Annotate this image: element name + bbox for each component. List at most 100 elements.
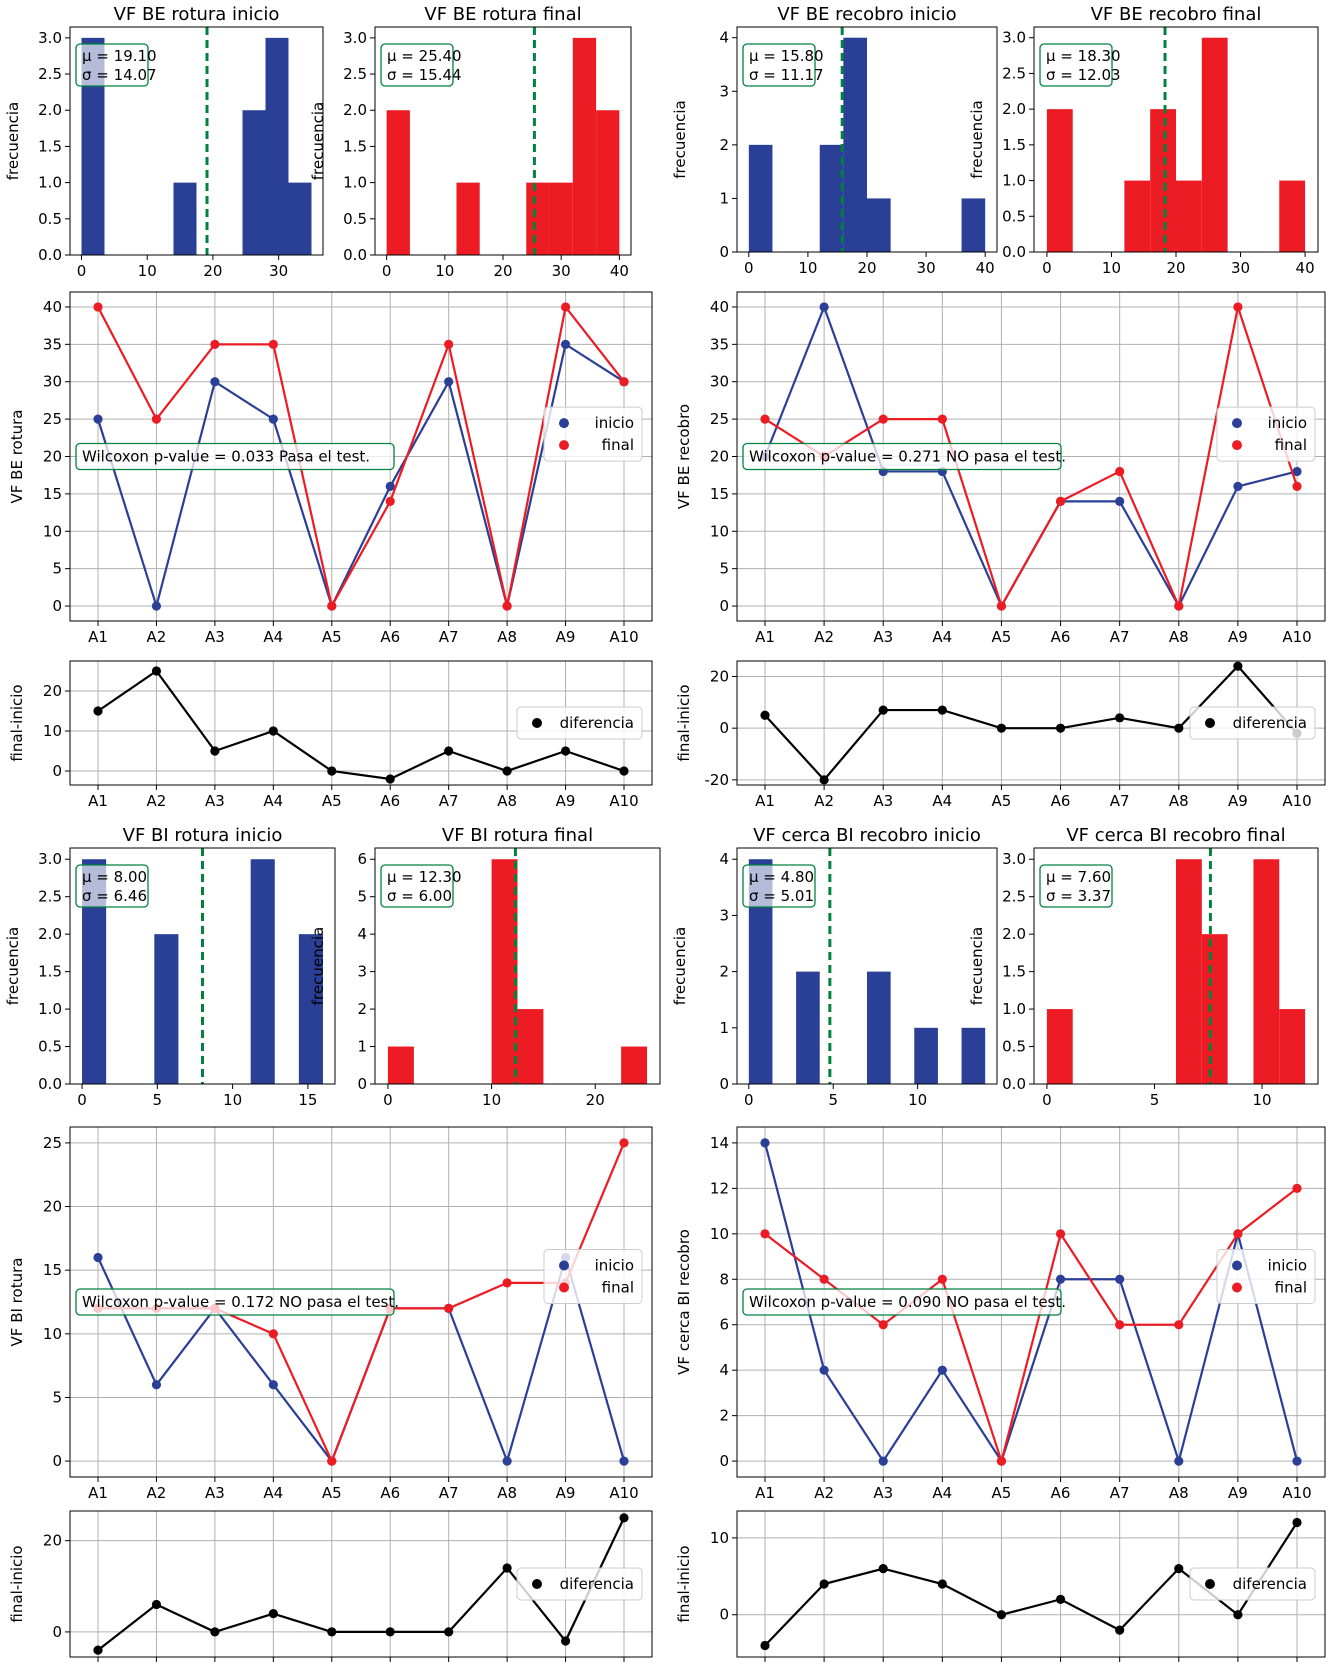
data-point-inicio [760,1138,770,1148]
legend-frame [516,706,643,740]
y-tick-label: 1 [719,189,729,207]
histogram-bar [250,859,275,1084]
stats-mu: μ = 15.80 [749,47,824,65]
x-tick-label: A4 [932,792,952,810]
data-point-diferencia [151,666,162,676]
x-tick-label: A6 [1051,1664,1071,1667]
x-tick-label: 20 [203,262,222,280]
x-tick-label: A3 [205,628,225,646]
y-tick-label: 35 [710,335,729,353]
y-tick-label: 15 [43,485,62,503]
plot-frame [736,1510,1326,1658]
y-tick-label: 0 [719,719,729,737]
stats-sigma: σ = 6.00 [387,887,452,905]
stats-sigma: σ = 12.03 [1046,66,1121,84]
wilcoxon-annotation: Wilcoxon p-value = 0.090 NO pasa el test… [742,1288,1066,1316]
y-tick-label: 20 [710,668,729,686]
x-tick-label: A2 [147,1664,167,1667]
data-point-final [1174,601,1184,611]
legend-frame [1216,1249,1316,1304]
data-point-inicio [268,414,278,424]
y-tick-label: 5 [52,560,62,578]
y-tick-label: 3.0 [1002,850,1026,868]
stats-box-frame [75,43,149,87]
y-tick-label: 3.0 [38,850,62,868]
y-tick-label: 1.0 [1002,172,1026,190]
stats-mu: μ = 19.10 [82,47,157,65]
data-point-final [1292,481,1302,492]
annotation-text: Wilcoxon p-value = 0.033 Pasa el test. [82,448,370,466]
stats-box-frame [380,43,454,87]
annotation-text: Wilcoxon p-value = 0.271 NO pasa el test… [749,448,1066,466]
histogram-bar [961,198,986,252]
x-tick-label: A1 [88,628,108,646]
stats-mu: μ = 4.80 [749,868,814,886]
x-tick-label: A10 [1282,628,1311,646]
stats-box: μ = 12.30σ = 6.00 [380,864,462,908]
x-tick-label: A3 [205,1664,225,1667]
x-tick-label: 10 [798,259,817,277]
y-tick-label: 3 [357,963,367,981]
histogram-bar [81,37,105,255]
y-axis-label: VF BI rotura [8,1258,26,1347]
y-tick-label: 0 [719,1452,729,1470]
y-tick-label: 10 [43,1325,62,1343]
x-tick-label: A10 [1282,1664,1311,1667]
data-point-inicio [1174,1456,1184,1466]
data-point-diferencia [996,1610,1007,1620]
data-point-diferencia [619,766,629,776]
data-point-inicio [619,1456,629,1466]
legend-marker-inicio [1232,1260,1242,1271]
legend-marker-inicio [559,418,569,429]
x-tick-label: A6 [1051,628,1071,646]
data-point-final [444,1303,454,1313]
data-point-inicio [819,302,829,312]
histogram-bar [1176,180,1202,252]
x-tick-label: A4 [263,1484,283,1502]
x-tick-label: A1 [755,792,775,810]
y-tick-label: 0.5 [1002,207,1026,225]
data-point-inicio [151,1380,162,1390]
data-point-final [996,601,1007,611]
legend-frame [1189,706,1316,740]
stats-box: μ = 15.80σ = 11.17 [742,43,824,87]
data-point-diferencia [1292,1517,1302,1528]
stats-box: μ = 25.40σ = 15.44 [380,43,462,87]
y-tick-label: 10 [43,722,62,740]
y-tick-label: -20 [705,771,730,789]
data-point-diferencia [1174,723,1184,733]
x-tick-label: A9 [1228,628,1248,646]
chart-title: VF cerca BI recobro inicio [753,825,981,846]
data-point-inicio [819,1365,829,1375]
legend: inicio final [1216,406,1316,462]
x-tick-label: 10 [435,262,454,280]
data-point-diferencia [444,1627,454,1637]
y-tick-label: 0.0 [38,1075,62,1093]
chart-title: VF BI rotura inicio [123,825,283,846]
x-tick-label: 0 [77,1091,87,1109]
histogram-bar [1253,859,1280,1084]
plot-frame [69,26,324,256]
y-tick-label: 5 [52,1388,62,1406]
histogram-bar [387,1046,414,1084]
y-axis-label: frecuencia [968,100,986,178]
histogram-bar [843,37,867,252]
histogram-bar [961,1027,986,1084]
x-tick-label: A10 [609,628,638,646]
series-line-inicio [96,342,625,611]
histogram-bar [596,110,620,255]
y-tick-label: 2.0 [38,925,62,943]
data-point-diferencia [760,1640,770,1651]
x-tick-label: A2 [814,1484,834,1502]
y-tick-label: 0 [52,1452,62,1470]
histogram-bar [1279,180,1306,252]
stats-box-frame [742,43,816,87]
y-tick-label: 20 [43,1532,62,1550]
chart-title: VF BE rotura final [424,4,581,25]
x-tick-label: A9 [1228,1664,1248,1667]
data-point-diferencia [1055,723,1066,733]
y-tick-label: 30 [710,373,729,391]
y-tick-label: 2.0 [38,101,62,119]
x-tick-label: A3 [873,1484,893,1502]
